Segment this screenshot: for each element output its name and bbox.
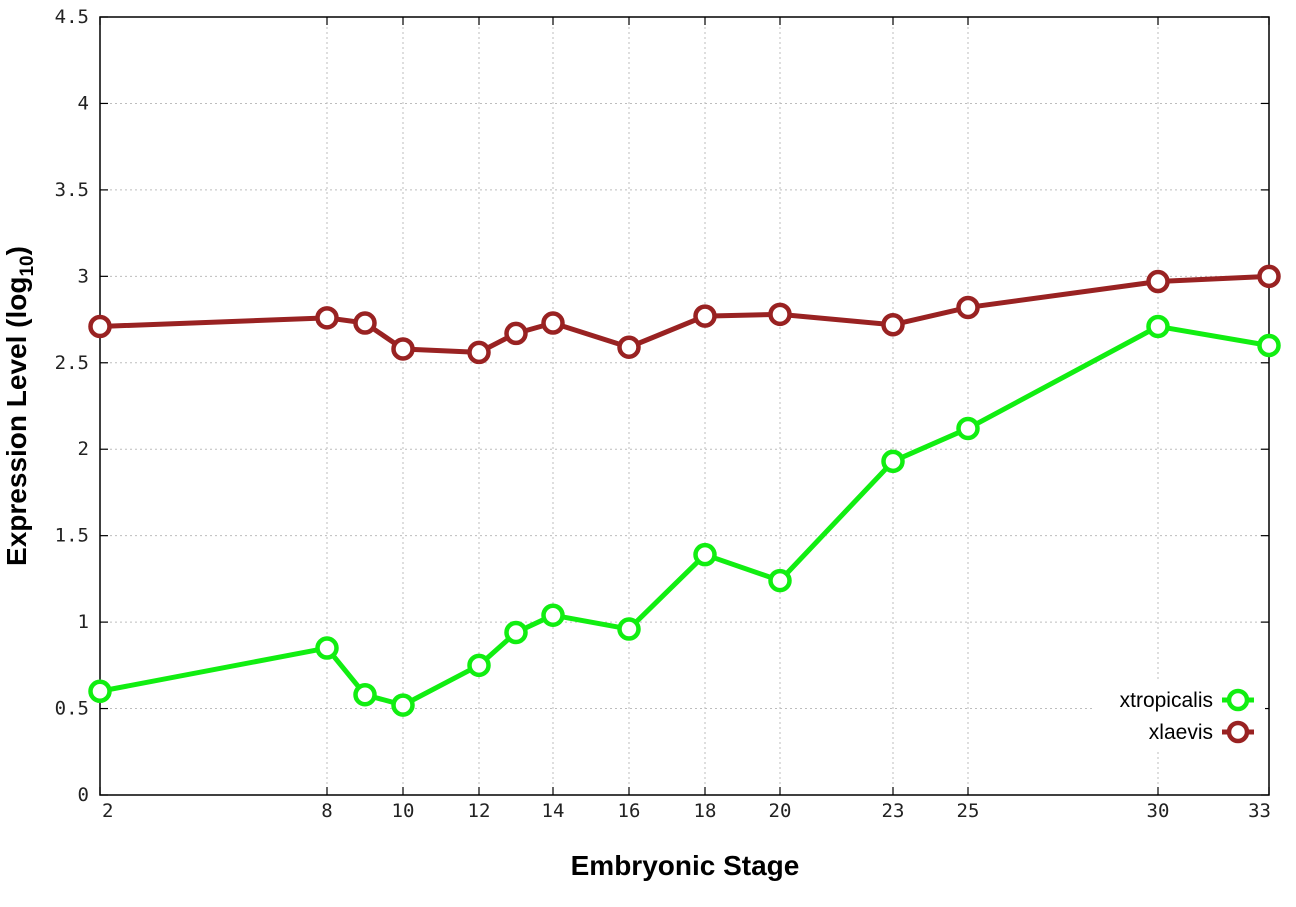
data-point-xtropicalis [1257, 333, 1281, 358]
data-point-xtropicalis [315, 636, 339, 660]
x-tick-label: 2 [102, 800, 113, 822]
data-point-xlaevis [956, 295, 980, 320]
y-axis-title: Expression Level (log10) [1, 246, 38, 566]
data-point-xlaevis [353, 311, 377, 335]
data-point-xlaevis [467, 340, 491, 365]
data-point-xtropicalis [391, 693, 415, 717]
data-point-xlaevis [541, 311, 565, 335]
legend-swatch-marker-xtropicalis [1226, 688, 1250, 712]
data-point-xlaevis [391, 337, 415, 361]
y-tick-label: 0 [78, 784, 89, 806]
data-point-xtropicalis [88, 679, 112, 704]
data-point-xtropicalis [504, 620, 528, 645]
data-point-xlaevis [617, 335, 641, 359]
x-tick-label: 18 [694, 800, 717, 822]
legend-label-xtropicalis: xtropicalis [1120, 689, 1213, 712]
x-tick-label: 8 [321, 800, 332, 822]
x-tick-label: 10 [392, 800, 415, 822]
y-tick-label: 1 [78, 611, 89, 633]
y-tick-label: 3 [78, 265, 89, 287]
data-point-xlaevis [881, 312, 905, 337]
data-point-xlaevis [88, 314, 112, 339]
data-point-xtropicalis [353, 682, 377, 707]
x-tick-label: 30 [1147, 800, 1170, 822]
series-xlaevis [88, 264, 1281, 365]
legend-label-xlaevis: xlaevis [1149, 721, 1213, 744]
grid [100, 17, 1269, 795]
x-tick-label: 33 [1248, 800, 1271, 822]
data-point-xtropicalis [467, 653, 491, 678]
y-axis-title-main: Expression Level (log [1, 277, 32, 566]
data-point-xtropicalis [693, 542, 717, 567]
x-axis-title: Embryonic Stage [571, 850, 800, 881]
y-tick-label: 4 [78, 92, 89, 114]
data-point-xlaevis [1146, 269, 1170, 294]
data-point-xtropicalis [956, 416, 980, 441]
y-tick-label: 1.5 [55, 525, 89, 547]
y-tick-label: 4.5 [55, 6, 89, 28]
data-point-xtropicalis [881, 449, 905, 474]
x-tick-label: 14 [542, 800, 565, 822]
series-layer [88, 264, 1281, 717]
x-tick-label: 25 [957, 800, 980, 822]
y-tick-label: 3.5 [55, 179, 89, 201]
y-tick-label: 0.5 [55, 698, 89, 720]
x-tick-label: 12 [468, 800, 491, 822]
data-point-xtropicalis [541, 603, 565, 627]
y-axis-title-subscript: 10 [17, 255, 38, 276]
series-line-xtropicalis [99, 323, 1270, 708]
series-line-xlaevis [99, 273, 1270, 355]
data-point-xlaevis [504, 321, 528, 346]
legend-swatch-marker-xlaevis [1226, 720, 1250, 744]
legend: xtropicalis xlaevis [1095, 680, 1265, 752]
data-point-xtropicalis [768, 568, 792, 593]
y-tick-label: 2 [78, 438, 89, 460]
y-axis-title-close: ) [1, 246, 32, 255]
data-point-xlaevis [1257, 264, 1281, 289]
x-tick-label: 20 [769, 800, 792, 822]
legend-entry-xlaevis: xlaevis [1149, 720, 1254, 744]
legend-entry-xtropicalis: xtropicalis [1120, 688, 1254, 712]
data-point-xlaevis [315, 306, 339, 330]
y-tick-label: 2.5 [55, 352, 89, 374]
plot-frame [99, 16, 1270, 796]
data-point-xtropicalis [617, 617, 641, 641]
data-point-xlaevis [768, 302, 792, 327]
data-point-xlaevis [693, 304, 717, 328]
x-tick-label: 23 [882, 800, 905, 822]
x-axis-ticks: 2 8 10 12 14 16 18 20 23 25 30 33 [99, 17, 1271, 822]
x-tick-label: 16 [618, 800, 641, 822]
data-point-xtropicalis [1146, 314, 1170, 339]
series-xtropicalis [88, 314, 1281, 717]
y-axis-ticks: 0 0.5 1 1.5 2 2.5 3 3.5 4 4.5 [55, 6, 1269, 806]
